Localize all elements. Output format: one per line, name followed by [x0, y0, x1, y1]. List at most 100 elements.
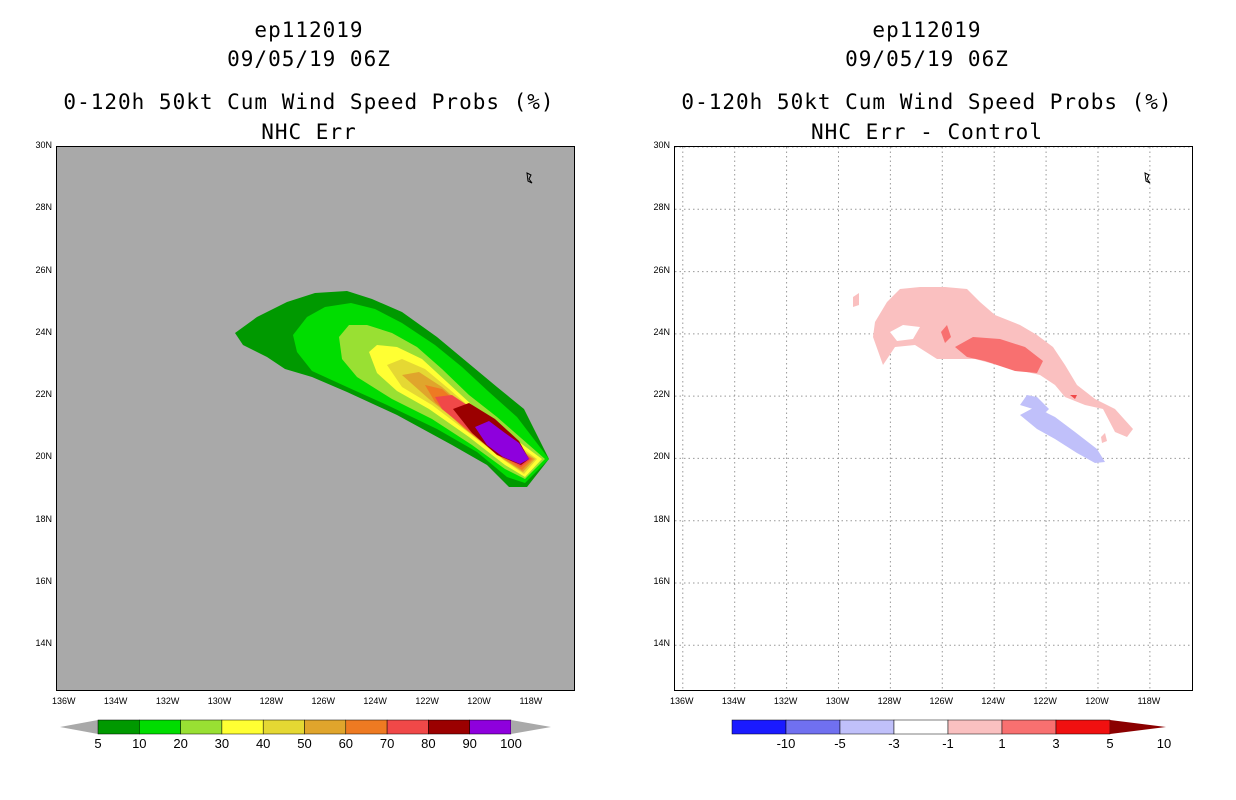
y-tick-label: 14N: [35, 638, 52, 649]
colorbar-swatch: [731, 719, 787, 735]
x-tick-label: 132W: [155, 696, 180, 706]
datetime: 09/05/19 06Z: [845, 47, 1009, 71]
colorbar-swatch: [893, 719, 949, 735]
y-tick-label: 28N: [35, 202, 52, 213]
y-tick-label: 24N: [653, 326, 670, 337]
island-marker: [1144, 172, 1151, 184]
left-panel: ep112019 09/05/19 06Z 0-120h 50kt Cum Wi…: [35, 18, 575, 751]
colorbar-label: -5: [834, 736, 846, 751]
x-tick-label: 126W: [311, 696, 336, 706]
chart-subtitle: NHC Err - Control: [811, 120, 1043, 144]
y-tick-label: 20N: [35, 451, 52, 462]
colorbar-swatch: [469, 719, 512, 735]
contour-neg-1b: [1020, 407, 1105, 463]
y-tick-label: 22N: [653, 389, 670, 400]
x-tick-label: 118W: [519, 696, 543, 706]
colorbar: [731, 719, 1166, 735]
x-tick-label: 122W: [415, 696, 439, 706]
right-panel: ep112019 09/05/19 06Z 0-120h 50kt Cum Wi…: [618, 0, 1236, 800]
x-tick-label: 128W: [259, 696, 284, 706]
x-tick-label: 122W: [1033, 696, 1057, 706]
colorbar-label: 10: [132, 736, 147, 751]
x-tick-label: 132W: [773, 696, 798, 706]
contour-pos-blob-east: [1101, 433, 1107, 443]
y-tick-label: 26N: [35, 264, 52, 275]
datetime: 09/05/19 06Z: [227, 47, 391, 71]
colorbar-label: 10: [1156, 736, 1172, 751]
colorbar-label: 100: [500, 736, 522, 751]
colorbar-cap-right: [1110, 720, 1166, 734]
difference-contours: [675, 147, 1192, 690]
contour-pos-small-dot: [1070, 395, 1077, 399]
y-tick-label: 14N: [653, 638, 670, 649]
colorbar-label: 40: [255, 736, 271, 751]
colorbar-swatch: [839, 719, 895, 735]
x-tick-label: 130W: [825, 696, 850, 706]
y-tick-label: 22N: [35, 389, 52, 400]
colorbar-label: 30: [214, 736, 230, 751]
colorbar-label: 3: [1052, 736, 1060, 751]
colorbar-swatch: [97, 719, 140, 735]
colorbar-swatch: [386, 719, 429, 735]
x-tick-label: 118W: [1137, 696, 1161, 706]
colorbar-cap-left: [60, 720, 98, 734]
y-tick-label: 20N: [653, 451, 670, 462]
chart-title: 0-120h 50kt Cum Wind Speed Probs (%): [63, 90, 555, 114]
y-tick-label: 30N: [653, 140, 670, 150]
colorbar-label: 60: [338, 736, 354, 751]
x-tick-label: 134W: [721, 696, 746, 706]
x-tick-label: 126W: [929, 696, 954, 706]
colorbar-swatch: [785, 719, 841, 735]
chart-title: 0-120h 50kt Cum Wind Speed Probs (%): [681, 90, 1173, 114]
x-tick-label: 120W: [467, 696, 491, 706]
island-marker: [526, 172, 533, 184]
chart-subtitle: NHC Err: [261, 120, 357, 144]
y-tick-label: 24N: [35, 326, 52, 337]
y-tick-label: 30N: [35, 140, 52, 150]
contour-pos-blob-west: [853, 293, 859, 307]
colorbar: [60, 719, 551, 735]
colorbar-label: 5: [94, 736, 102, 751]
contour-90: [475, 421, 529, 464]
colorbar-swatch: [428, 719, 470, 735]
map-plot: [674, 146, 1193, 691]
y-tick-label: 18N: [653, 513, 670, 524]
x-tick-label: 124W: [363, 696, 387, 706]
colorbar-label: -1: [942, 736, 954, 751]
contour-neg-1: [1020, 395, 1049, 413]
x-tick-label: 128W: [877, 696, 902, 706]
colorbar-swatch: [1055, 719, 1111, 735]
colorbar-swatch: [947, 719, 1003, 735]
colorbar-label: 1: [998, 736, 1006, 751]
colorbar-label: -10: [776, 736, 796, 751]
colorbar-cap-right: [511, 720, 551, 734]
storm-id: ep112019: [254, 18, 364, 42]
colorbar-label: 70: [379, 736, 395, 751]
x-tick-label: 136W: [52, 696, 76, 706]
map-plot: [56, 146, 575, 691]
colorbar-swatch: [139, 719, 181, 735]
storm-id: ep112019: [872, 18, 982, 42]
colorbar-swatch: [304, 719, 347, 735]
y-tick-label: 16N: [35, 576, 52, 586]
colorbar-label: 80: [421, 736, 436, 751]
colorbar-label: -3: [888, 736, 900, 751]
colorbar-label: 90: [462, 736, 477, 751]
colorbar-swatch: [345, 719, 388, 735]
colorbar-swatch: [262, 719, 305, 735]
colorbar-label: 50: [297, 736, 312, 751]
x-tick-label: 124W: [981, 696, 1005, 706]
x-tick-label: 120W: [1085, 696, 1109, 706]
contour-hole: [890, 325, 920, 341]
x-tick-label: 130W: [207, 696, 232, 706]
gridlines: [675, 147, 1192, 690]
y-tick-label: 16N: [653, 576, 670, 586]
colorbar-swatch: [180, 719, 223, 735]
y-tick-label: 26N: [653, 264, 670, 275]
probability-contours: [235, 172, 549, 487]
x-tick-label: 134W: [103, 696, 128, 706]
colorbar-swatch: [221, 719, 264, 735]
colorbar-label: 5: [1106, 736, 1114, 751]
y-tick-label: 18N: [35, 513, 52, 524]
x-tick-label: 136W: [670, 696, 694, 706]
